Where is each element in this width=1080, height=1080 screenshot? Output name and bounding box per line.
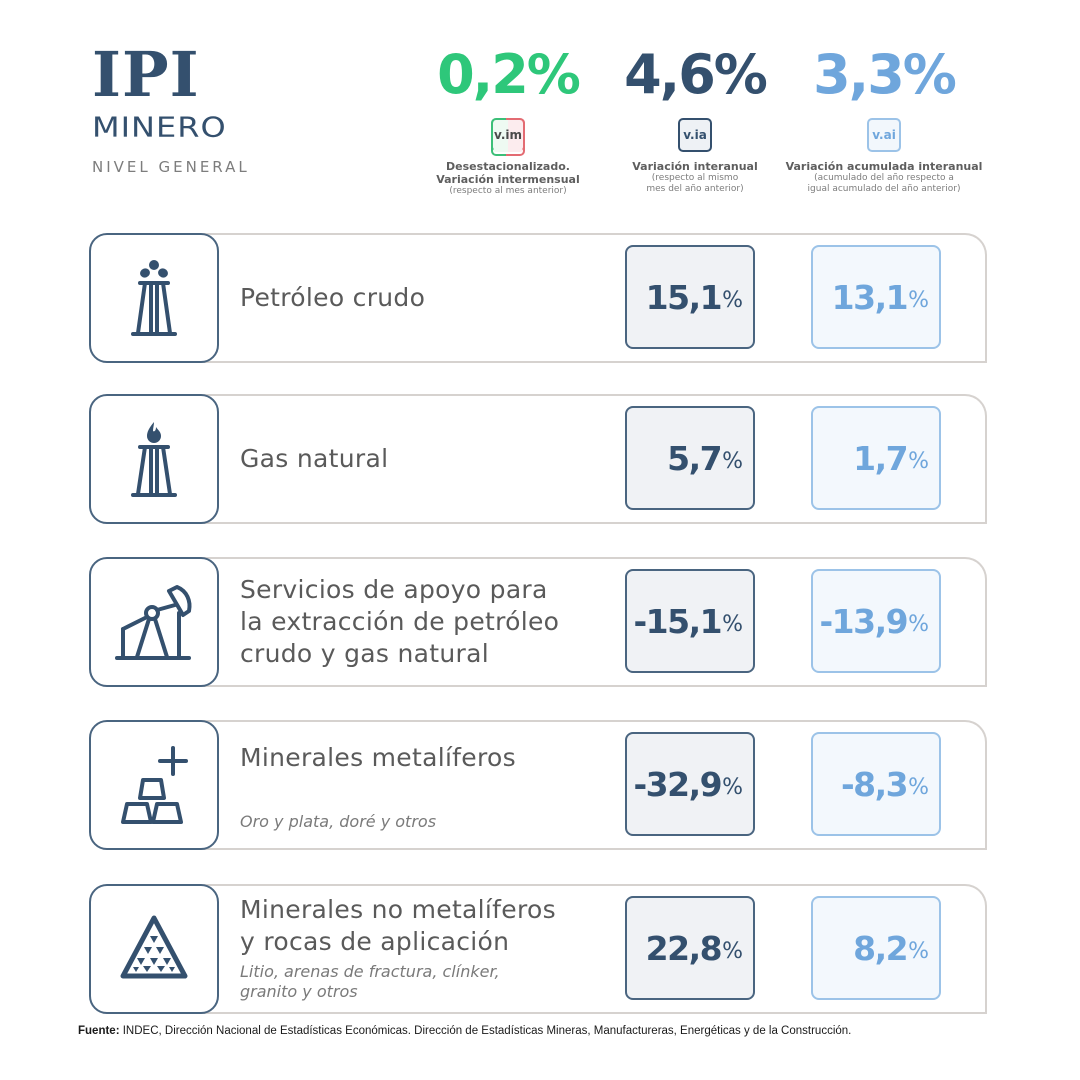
oil-derrick-icon <box>89 233 219 363</box>
accumulated-value: 1,7 <box>853 438 908 478</box>
kpi-value: 4,6% <box>624 43 768 106</box>
vai-badge: v.ai <box>867 118 901 152</box>
row-frame <box>149 720 987 850</box>
accumulated-value: -13,9 <box>819 601 908 641</box>
kpi-subtitle-line: (acumulado del año respecto a <box>814 173 954 183</box>
gas-flame-derrick-icon <box>89 394 219 524</box>
kpi-value: 0,2% <box>437 43 581 106</box>
row-description: Oro y plata, doré y otros <box>240 812 437 831</box>
percent-sign: % <box>722 611 743 637</box>
kpi-subtitle-line: mes del año anterior) <box>646 184 744 194</box>
kpi-subtitle: (respecto al mismo mes del año anterior) <box>620 173 770 195</box>
page-title: IPI <box>92 38 200 111</box>
percent-sign: % <box>722 448 743 474</box>
vim-badge: v.im <box>491 118 525 156</box>
row-petroleo-crudo: Petróleo crudo 15,1% 13,1% <box>89 233 987 363</box>
row-label: Gas natural <box>240 444 389 473</box>
source-label: Fuente: <box>78 1025 120 1037</box>
row-label: Minerales metalíferos <box>240 743 516 772</box>
row-label-block: Minerales metalíferos Oro y plata, doré … <box>240 720 610 850</box>
interannual-value-box: -15,1% <box>625 569 755 673</box>
row-label-line: Minerales no metalíferos <box>240 895 556 924</box>
accumulated-value: 13,1 <box>831 277 909 317</box>
kpi-title: Variación acumulada interanual <box>785 160 983 173</box>
percent-sign: % <box>722 287 743 313</box>
percent-sign: % <box>908 938 929 964</box>
kpi-subtitle: (acumulado del año respecto a igual acum… <box>778 173 990 195</box>
source-footer: Fuente: INDEC, Dirección Nacional de Est… <box>78 1025 851 1037</box>
row-label-block: Gas natural <box>240 394 610 524</box>
gold-bars-icon <box>89 720 219 850</box>
level-label: Nivel general <box>92 158 250 176</box>
interannual-value-box: 22,8% <box>625 896 755 1000</box>
kpi-title: Variación interanual <box>632 160 758 173</box>
kpi-interannual: 4,6% v.ia Variación interanual (respecto… <box>620 40 770 195</box>
source-text: INDEC, Dirección Nacional de Estadística… <box>119 1025 852 1037</box>
rock-pile-icon <box>89 884 219 1014</box>
row-frame <box>149 394 987 524</box>
row-label-block: Petróleo crudo <box>240 233 610 363</box>
kpi-title-line: Desestacionalizado. <box>446 160 570 173</box>
interannual-value: -15,1 <box>633 601 722 641</box>
pumpjack-icon <box>89 557 219 687</box>
accumulated-value-box: -13,9% <box>811 569 941 673</box>
accumulated-value-box: -8,3% <box>811 732 941 836</box>
row-description-line: granito y otros <box>240 982 358 1001</box>
accumulated-value-box: 13,1% <box>811 245 941 349</box>
interannual-value: 22,8 <box>645 928 723 968</box>
row-servicios-apoyo: Servicios de apoyo para la extracción de… <box>89 557 987 687</box>
percent-sign: % <box>908 774 929 800</box>
kpi-intermonthly: 0,2% v.im Desestacionalizado. Variación … <box>418 40 598 197</box>
percent-sign: % <box>722 938 743 964</box>
percent-sign: % <box>908 448 929 474</box>
via-badge: v.ia <box>678 118 712 152</box>
page-subtitle: minero <box>92 111 227 144</box>
row-gas-natural: Gas natural 5,7% 1,7% <box>89 394 987 524</box>
row-minerales-no-metaliferos: Minerales no metalíferos y rocas de apli… <box>89 884 987 1014</box>
interannual-value-box: -32,9% <box>625 732 755 836</box>
row-label-block: Minerales no metalíferos y rocas de apli… <box>240 884 610 1014</box>
percent-sign: % <box>908 287 929 313</box>
interannual-value: 5,7 <box>667 438 722 478</box>
kpi-title-line: Variación intermensual <box>436 173 580 186</box>
kpi-subtitle-line: igual acumulado del año anterior) <box>807 184 961 194</box>
interannual-value: 15,1 <box>645 277 723 317</box>
percent-sign: % <box>908 611 929 637</box>
row-description-line: Litio, arenas de fractura, clínker, <box>240 962 500 981</box>
row-label-line: crudo y gas natural <box>240 639 489 668</box>
row-label-block: Servicios de apoyo para la extracción de… <box>240 557 610 687</box>
accumulated-value-box: 8,2% <box>811 896 941 1000</box>
row-label-line: Servicios de apoyo para <box>240 575 548 604</box>
kpi-value: 3,3% <box>813 43 957 106</box>
row-frame <box>149 233 987 363</box>
accumulated-value: -8,3 <box>840 764 909 804</box>
percent-sign: % <box>722 774 743 800</box>
accumulated-value-box: 1,7% <box>811 406 941 510</box>
kpi-accumulated: 3,3% v.ai Variación acumulada interanual… <box>778 40 990 195</box>
row-label-line: y rocas de aplicación <box>240 927 510 956</box>
row-label-line: la extracción de petróleo <box>240 607 560 636</box>
row-minerales-metaliferos: Minerales metalíferos Oro y plata, doré … <box>89 720 987 850</box>
row-frame <box>149 884 987 1014</box>
kpi-subtitle: (respecto al mes anterior) <box>449 186 567 196</box>
kpi-subtitle-line: (respecto al mismo <box>651 173 739 183</box>
row-label: Petróleo crudo <box>240 283 426 312</box>
interannual-value: -32,9 <box>633 764 722 804</box>
accumulated-value: 8,2 <box>853 928 908 968</box>
kpi-title: Desestacionalizado. Variación intermensu… <box>418 160 598 186</box>
interannual-value-box: 15,1% <box>625 245 755 349</box>
row-frame <box>149 557 987 687</box>
interannual-value-box: 5,7% <box>625 406 755 510</box>
title-block: IPI minero Nivel general <box>92 38 250 177</box>
